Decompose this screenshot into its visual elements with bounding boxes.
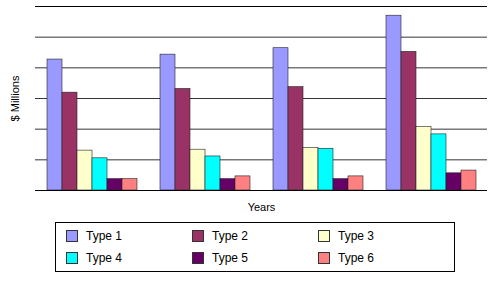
html-text:Type 3: Type 3 [338,229,374,243]
html-text:Type 4: Type 4 [86,251,122,265]
html-text:Type 6: Type 6 [338,251,374,265]
html-text:Type 2: Type 2 [212,229,248,243]
svg-text:Years: Years [248,201,276,213]
html-text:Type 1: Type 1 [86,229,122,243]
html-text:Type 5: Type 5 [212,251,248,265]
svg-text:$ Millions: $ Millions [9,75,21,121]
